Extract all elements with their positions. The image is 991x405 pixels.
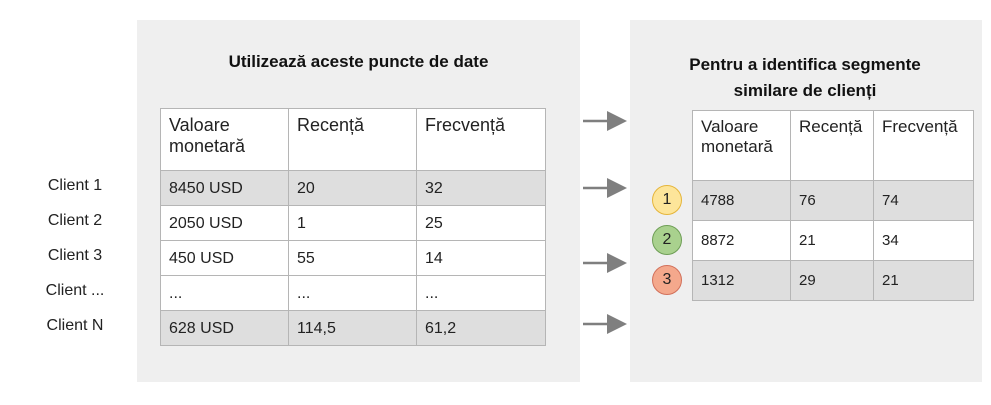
header-cell: Valoare monetară <box>692 110 791 181</box>
row-label: Client N <box>46 317 104 334</box>
row-label: Client 3 <box>47 247 103 264</box>
table-cell: 25 <box>416 205 546 241</box>
table-cell: 29 <box>790 260 874 301</box>
row-label: Client ... <box>45 282 105 299</box>
table-cell: 76 <box>790 180 874 221</box>
table-cell: 20 <box>288 170 417 206</box>
header-cell: Frecvență <box>416 108 546 171</box>
table-cell: 114,5 <box>288 310 417 346</box>
segment-badge: 2 <box>652 225 682 255</box>
table-cell: 14 <box>416 240 546 276</box>
row-label: Client 2 <box>47 212 103 229</box>
header-cell: Frecvență <box>873 110 974 181</box>
header-cell: Recență <box>288 108 417 171</box>
table-cell: 1 <box>288 205 417 241</box>
table-cell: 4788 <box>692 180 791 221</box>
header-cell: Recență <box>790 110 874 181</box>
row-label: Client 1 <box>47 177 103 194</box>
table-cell: 1312 <box>692 260 791 301</box>
table-cell: 55 <box>288 240 417 276</box>
table-cell: 628 USD <box>160 310 289 346</box>
table-cell: 21 <box>873 260 974 301</box>
left-title: Utilizează aceste puncte de date <box>228 52 489 71</box>
table-cell: 21 <box>790 220 874 261</box>
table-cell: ... <box>160 275 289 311</box>
table-cell: 2050 USD <box>160 205 289 241</box>
table-cell: 450 USD <box>160 240 289 276</box>
table-cell: 74 <box>873 180 974 221</box>
table-cell: 8450 USD <box>160 170 289 206</box>
table-cell: ... <box>288 275 417 311</box>
header-cell: Valoare monetară <box>160 108 289 171</box>
right-title: Pentru a identifica segmente similare de… <box>689 55 921 100</box>
segment-badge: 3 <box>652 265 682 295</box>
table-cell: ... <box>416 275 546 311</box>
table-cell: 8872 <box>692 220 791 261</box>
table-cell: 34 <box>873 220 974 261</box>
table-cell: 61,2 <box>416 310 546 346</box>
segment-badge: 1 <box>652 185 682 215</box>
table-cell: 32 <box>416 170 546 206</box>
